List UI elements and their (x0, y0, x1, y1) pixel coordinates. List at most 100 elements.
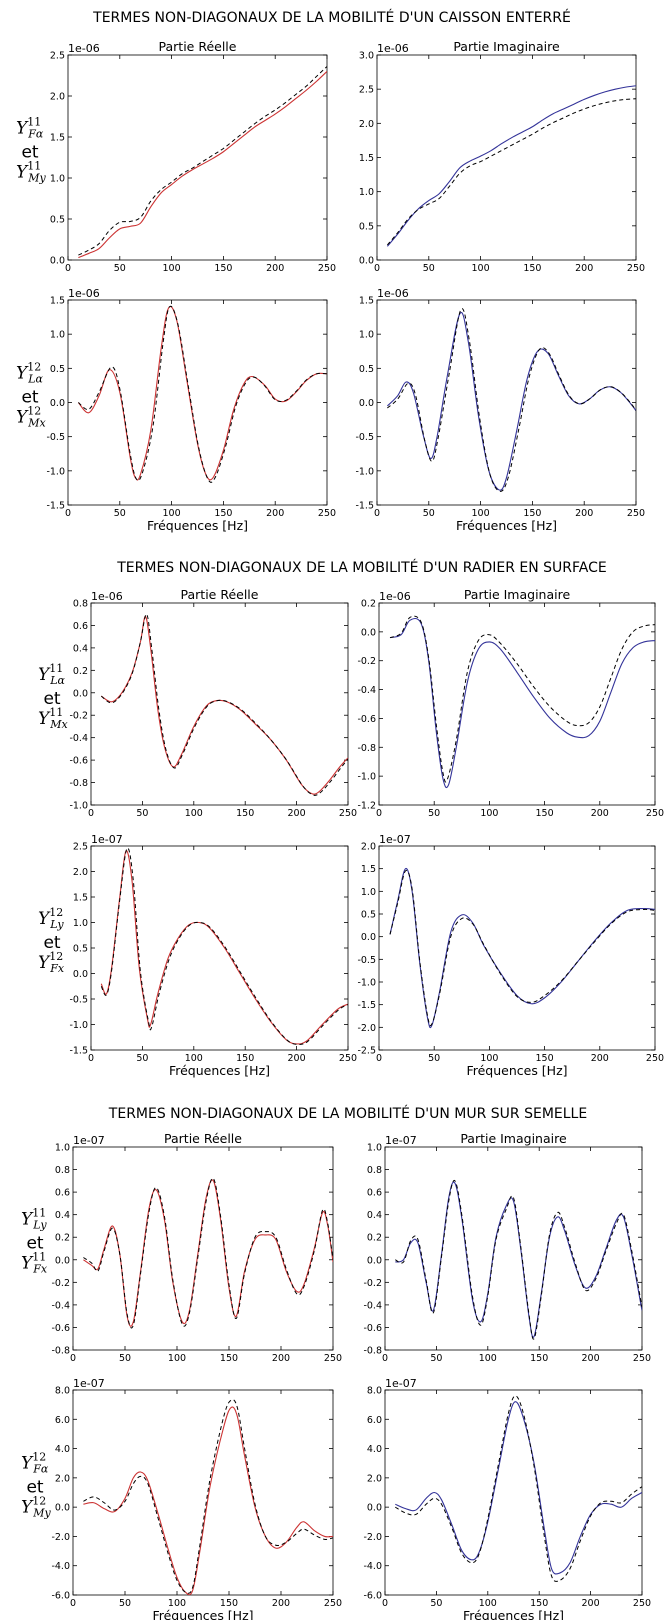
y-tick-label: -0.4 (357, 685, 376, 696)
panel-s1-r1-p0: -1.5 -1.0 -0.5 0.0 0.5 1.0 1.5 2.0 2.5 0 50 100 150 2… (69, 833, 357, 1078)
x-tick-label: 150 (220, 1598, 238, 1609)
y-tick-label: -1.5 (69, 1046, 88, 1057)
y-tick-label: -0.6 (69, 756, 88, 767)
plot-frame (378, 845, 656, 1051)
y-tick-label: 6.0 (367, 1415, 382, 1426)
panel-s2-r1-p1: -6.0 -4.0 -2.0 0.0 2.0 4.0 6.0 8.0 0 50 100 150 200 2… (363, 1377, 651, 1620)
ylabel-top-sym: Y (16, 364, 29, 384)
y-tick-label: 0.2 (55, 1233, 70, 1244)
x-tick-label: 100 (185, 808, 203, 819)
y-tick-label: -1.0 (357, 772, 376, 783)
x-tick-label: 200 (288, 1053, 306, 1064)
y-tick-label: -0.2 (363, 1278, 382, 1289)
x-tick-label: 100 (472, 263, 490, 274)
panel-s1-r1-p1: -2.5 -2.0 -1.5 -1.0 -0.5 0.0 0.5 1.0 1.5 2.0 0 50 10… (357, 833, 664, 1078)
x-tick-label: 150 (536, 808, 554, 819)
y-tick-label: -6.0 (51, 1591, 70, 1602)
axis-exponent: 1e-06 (377, 42, 409, 55)
ylabel-bottom-sym: Y (21, 1254, 34, 1274)
y-tick-label: 0.8 (55, 1165, 70, 1176)
y-tick-label: 6.0 (55, 1415, 70, 1426)
ylabel-top-sub: Lα (27, 373, 43, 386)
y-tick-label: 0.2 (73, 666, 88, 677)
x-tick-label: 200 (582, 1353, 600, 1364)
y-tick-label: -0.5 (357, 955, 376, 966)
x-tick-label: 200 (575, 508, 593, 519)
x-axis-label: Fréquences [Hz] (456, 518, 557, 533)
y-tick-label: 2.0 (359, 119, 374, 130)
y-tick-label: 0.5 (359, 221, 374, 232)
x-tick-label: 250 (318, 508, 336, 519)
ylabel-top-sub: Ly (32, 1219, 47, 1232)
y-tick-label: 1.5 (73, 893, 88, 904)
ylabel-bottom-symbol: Y12 My (21, 1495, 51, 1520)
panel-title: Partie Imaginaire (460, 1131, 567, 1146)
y-tick-label: 0.0 (359, 256, 374, 267)
plot-frame (384, 1389, 643, 1596)
section-title-1: TERMES NON-DIAGONAUX DE LA MOBILITÉ D'UN… (116, 559, 607, 576)
y-tick-label: 4.0 (367, 1444, 382, 1455)
ylabel-bottom-sub: My (27, 172, 46, 185)
ylabel-bottom-sym: Y (16, 408, 29, 428)
ylabel-et: et (26, 1478, 43, 1498)
y-tick-label: -1.0 (69, 801, 88, 812)
x-tick-label: 100 (480, 808, 498, 819)
plot-frame (67, 299, 328, 506)
y-tick-label: -0.2 (69, 711, 88, 722)
y-tick-label: 1.0 (50, 174, 65, 185)
x-tick-label: 0 (70, 1353, 76, 1364)
y-tick-label: 0.4 (367, 1210, 382, 1221)
series-solid-line (386, 85, 636, 247)
y-tick-label: 0.4 (73, 643, 88, 654)
ylabel-et: et (21, 143, 38, 163)
y-tick-label: -0.4 (69, 733, 88, 744)
x-tick-label: 100 (479, 1598, 497, 1609)
x-tick-label: 0 (65, 508, 71, 519)
x-tick-label: 0 (382, 1598, 388, 1609)
plot-frame (378, 602, 656, 806)
ylabel-bottom-symbol: Y11 Mx (38, 706, 68, 731)
y-tick-label: 2.0 (50, 92, 65, 103)
ylabel-bottom-sym: Y (16, 163, 29, 183)
x-tick-label: 50 (428, 808, 440, 819)
y-tick-label: -4.0 (363, 1561, 382, 1572)
y-tick-label: 0.0 (55, 1503, 70, 1514)
plot-frame (376, 54, 637, 261)
y-tick-label: -0.8 (51, 1346, 70, 1357)
x-tick-label: 50 (430, 1598, 442, 1609)
x-tick-label: 0 (65, 263, 71, 274)
y-tick-label: -6.0 (363, 1591, 382, 1602)
x-axis-label: Fréquences [Hz] (463, 1608, 564, 1620)
ylabel-top-symbol: Y11 Ly (21, 1207, 47, 1232)
x-tick-label: 0 (88, 808, 94, 819)
x-tick-label: 50 (119, 1598, 131, 1609)
x-tick-label: 200 (582, 1598, 600, 1609)
y-tick-label: -0.5 (69, 995, 88, 1006)
y-tick-label: 0.6 (367, 1188, 382, 1199)
y-tick-label: -1.5 (357, 1000, 376, 1011)
y-tick-label: -0.2 (357, 656, 376, 667)
x-tick-label: 50 (423, 263, 435, 274)
y-tick-label: 1.0 (361, 887, 376, 898)
ylabel-bottom-sup: 12 (32, 1495, 46, 1508)
x-axis-label: Fréquences [Hz] (152, 1608, 253, 1620)
y-tick-label: 1.0 (359, 187, 374, 198)
x-tick-label: 150 (214, 263, 232, 274)
series-dashed-line (386, 98, 636, 246)
x-tick-label: 200 (266, 263, 284, 274)
y-tick-label: 2.5 (359, 85, 374, 96)
y-tick-label: -0.6 (51, 1323, 70, 1334)
x-tick-label: 150 (523, 263, 541, 274)
y-tick-label: -0.4 (363, 1300, 382, 1311)
ylabel-top-sub: Fα (27, 128, 44, 141)
x-tick-label: 250 (339, 808, 357, 819)
y-tick-label: -0.8 (357, 743, 376, 754)
ylabel-top-symbol: Y12 Ly (38, 906, 64, 931)
y-tick-label: 2.0 (361, 842, 376, 853)
x-tick-label: 200 (591, 1053, 609, 1064)
series-solid-line (389, 617, 655, 789)
x-tick-label: 0 (374, 508, 380, 519)
